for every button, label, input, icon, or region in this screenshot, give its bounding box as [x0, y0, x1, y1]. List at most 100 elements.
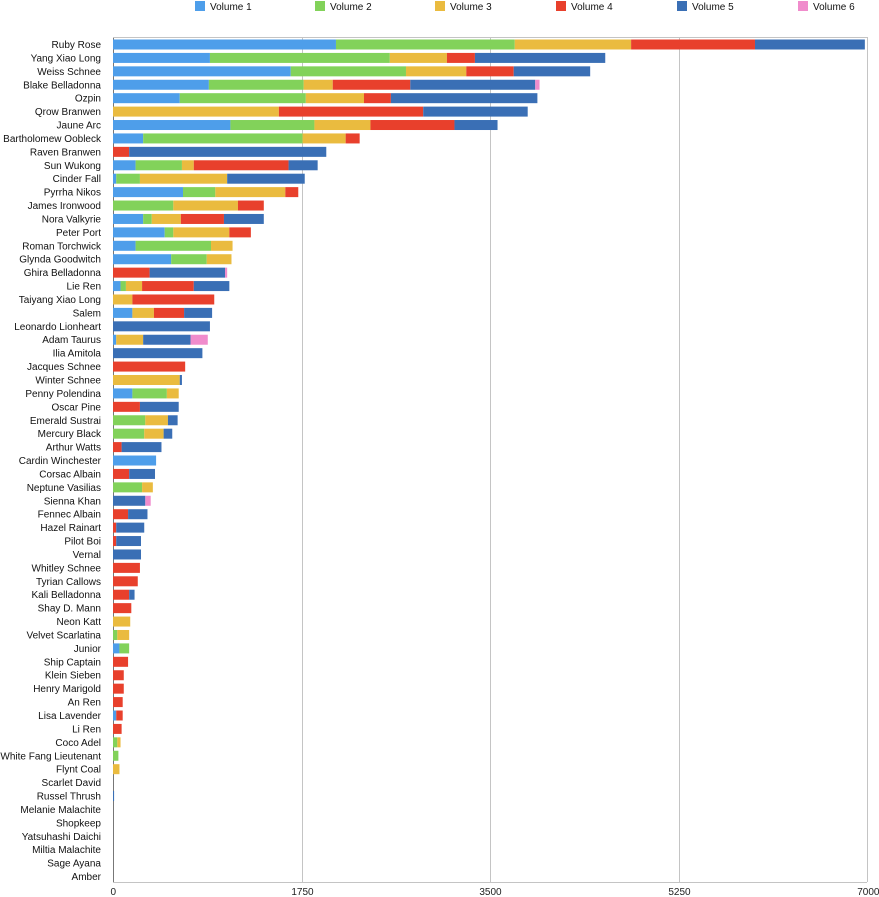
- bar-segment-3: [139, 173, 228, 184]
- bar-segment-4: [113, 723, 122, 734]
- bar-segment-5: [754, 39, 865, 50]
- bar-segment-4: [446, 52, 475, 63]
- bar-segment-1: [113, 643, 120, 654]
- bar-segment-4: [278, 106, 424, 117]
- legend: Volume 1 Volume 2 Volume 3 Volume 4 Volume 5…: [195, 1, 855, 13]
- x-tick-label: 3500: [479, 887, 502, 897]
- bar-segment-4: [113, 562, 140, 573]
- bar-segment-3: [405, 66, 467, 77]
- bar-segment-4: [113, 401, 140, 412]
- category-label: Leonardo Lionheart: [14, 322, 101, 333]
- category-label: Ruby Rose: [52, 40, 102, 51]
- category-label: Blake Belladonna: [23, 80, 101, 91]
- category-label: Winter Schnee: [35, 376, 101, 387]
- bar-segment-2: [183, 187, 216, 198]
- category-label: Ozpin: [75, 94, 101, 105]
- category-label: Ilia Amitola: [53, 349, 102, 360]
- bar-segment-4: [142, 281, 194, 292]
- category-label: Penny Polendina: [25, 389, 101, 400]
- category-label: Corsac Albain: [39, 469, 101, 480]
- bar-segment-6: [535, 79, 540, 90]
- category-label: Neptune Vasilias: [27, 483, 101, 494]
- bar-segment-4: [363, 93, 391, 104]
- bar-segment-4: [113, 656, 129, 667]
- bar-segment-2: [113, 415, 146, 426]
- bar-segment-5: [223, 213, 264, 224]
- category-label: Tyrian Callows: [36, 577, 101, 588]
- bar-segment-5: [143, 334, 191, 345]
- category-label: Taiyang Xiao Long: [19, 295, 101, 306]
- bar-segment-2: [113, 428, 145, 439]
- bar-segment-2: [113, 750, 119, 761]
- bar-segment-5: [113, 348, 203, 359]
- bar-segment-2: [120, 281, 126, 292]
- category-label: Sienna Khan: [44, 496, 101, 507]
- x-tick-label: 1750: [291, 887, 314, 897]
- category-labels: Ruby Rose Yang Xiao Long Weiss Schnee Blake…: [0, 40, 102, 883]
- bar-segment-3: [113, 375, 180, 385]
- bar-segment-1: [113, 227, 165, 238]
- bar-segment-6: [190, 334, 208, 345]
- category-label: James Ironwood: [28, 201, 101, 212]
- category-label: Jacques Schnee: [27, 362, 101, 373]
- bar-segment-2: [143, 213, 152, 224]
- legend-swatch-1: [195, 1, 205, 11]
- x-tick-label: 0: [111, 887, 117, 897]
- bar-segment-1: [113, 254, 172, 265]
- legend-swatch-2: [315, 1, 325, 11]
- bar-segment-5: [227, 173, 305, 184]
- bar-segment-5: [116, 522, 145, 533]
- bar-segment-4: [332, 79, 411, 90]
- legend-label-6: Volume 6: [813, 2, 855, 13]
- bar-segment-2: [230, 120, 315, 131]
- bar-segment-4: [113, 509, 129, 520]
- category-label: Amber: [72, 872, 102, 883]
- category-label: Raven Branwen: [30, 147, 101, 158]
- category-label: Emerald Sustrai: [30, 416, 101, 427]
- bar-segment-3: [302, 133, 346, 144]
- bar-segment-4: [113, 589, 130, 600]
- bar-segment-3: [206, 254, 232, 265]
- category-label: Shopkeep: [56, 818, 101, 829]
- legend-swatch-3: [435, 1, 445, 11]
- bar-segment-3: [142, 482, 153, 493]
- category-label: Velvet Scarlatina: [27, 630, 102, 641]
- bar-segment-4: [113, 670, 124, 681]
- category-label: Henry Marigold: [33, 684, 101, 695]
- bar-segment-3: [145, 415, 168, 426]
- x-axis-ticks: 0 1750 3500 5250 7000: [111, 887, 879, 897]
- bar-segment-5: [167, 415, 178, 426]
- x-tick-label: 7000: [857, 887, 879, 897]
- legend-swatch-5: [677, 1, 687, 11]
- category-label: Mercury Black: [38, 429, 102, 440]
- legend-label-1: Volume 1: [210, 2, 252, 13]
- category-label: Cardin Winchester: [19, 456, 102, 467]
- bar-segment-2: [179, 93, 306, 104]
- bar-segment-5: [149, 267, 226, 278]
- bar-segment-1: [113, 93, 180, 104]
- bar-segment-3: [151, 213, 181, 224]
- bar-segment-2: [171, 254, 207, 265]
- bar-segment-3: [305, 93, 364, 104]
- bar-segment-4: [113, 442, 122, 453]
- bar-segment-1: [113, 160, 136, 171]
- bar-segment-5: [193, 281, 230, 292]
- bar-segment-2: [116, 173, 140, 184]
- bar-segment-2: [113, 737, 118, 748]
- category-label: An Ren: [68, 698, 101, 709]
- bar-segment-2: [119, 643, 130, 654]
- bar-segment-1: [113, 240, 136, 251]
- bar-segment-3: [113, 294, 133, 305]
- bar-segment-5: [113, 321, 210, 332]
- bar-segment-5: [288, 160, 318, 171]
- bar-segment-5: [113, 791, 115, 802]
- bar-segment-3: [303, 79, 333, 90]
- bar-segment-4: [345, 133, 360, 144]
- category-label: Pyrrha Nikos: [44, 188, 101, 199]
- bar-segment-1: [113, 281, 121, 292]
- bar-segment-3: [211, 240, 233, 251]
- x-tick-label: 5250: [668, 887, 691, 897]
- category-label: Cinder Fall: [53, 174, 101, 185]
- bar-segment-1: [113, 213, 144, 224]
- bar-segment-5: [410, 79, 536, 90]
